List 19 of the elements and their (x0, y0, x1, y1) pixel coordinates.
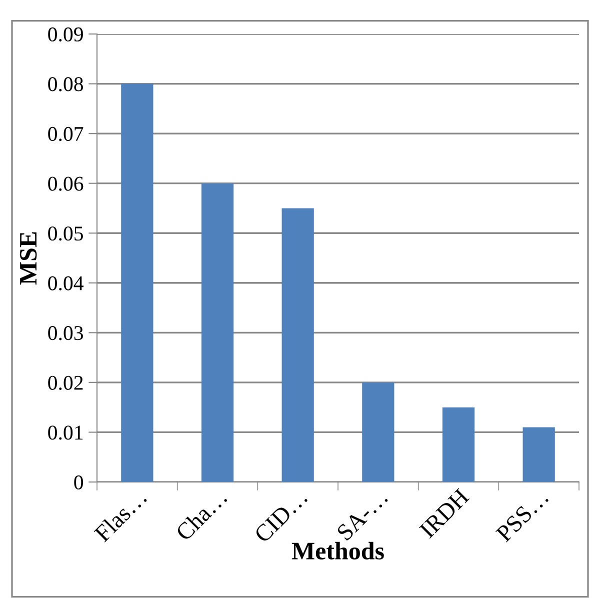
y-tick-label: 0.04 (48, 276, 84, 290)
x-tick-label: Cha… (174, 488, 228, 542)
y-tick-label: 0.06 (48, 176, 84, 191)
y-tick-label: 0 (74, 475, 84, 490)
bar (522, 427, 555, 482)
y-axis-title: MSE (20, 232, 37, 285)
y-tick-label: 0.08 (48, 77, 84, 92)
y-tick-label: 0.01 (48, 426, 83, 440)
bar (201, 183, 234, 482)
y-tick-label: 0.05 (48, 226, 83, 241)
bar (442, 407, 475, 482)
y-tick-label: 0.07 (48, 126, 84, 142)
y-tick-label: 0.02 (48, 376, 83, 390)
bar (282, 208, 314, 482)
bar (362, 382, 394, 482)
y-tick-label: 0.09 (48, 27, 83, 42)
bar (121, 84, 154, 482)
y-tick-label: 0.03 (48, 326, 83, 340)
x-axis-title: Methods (292, 542, 384, 560)
